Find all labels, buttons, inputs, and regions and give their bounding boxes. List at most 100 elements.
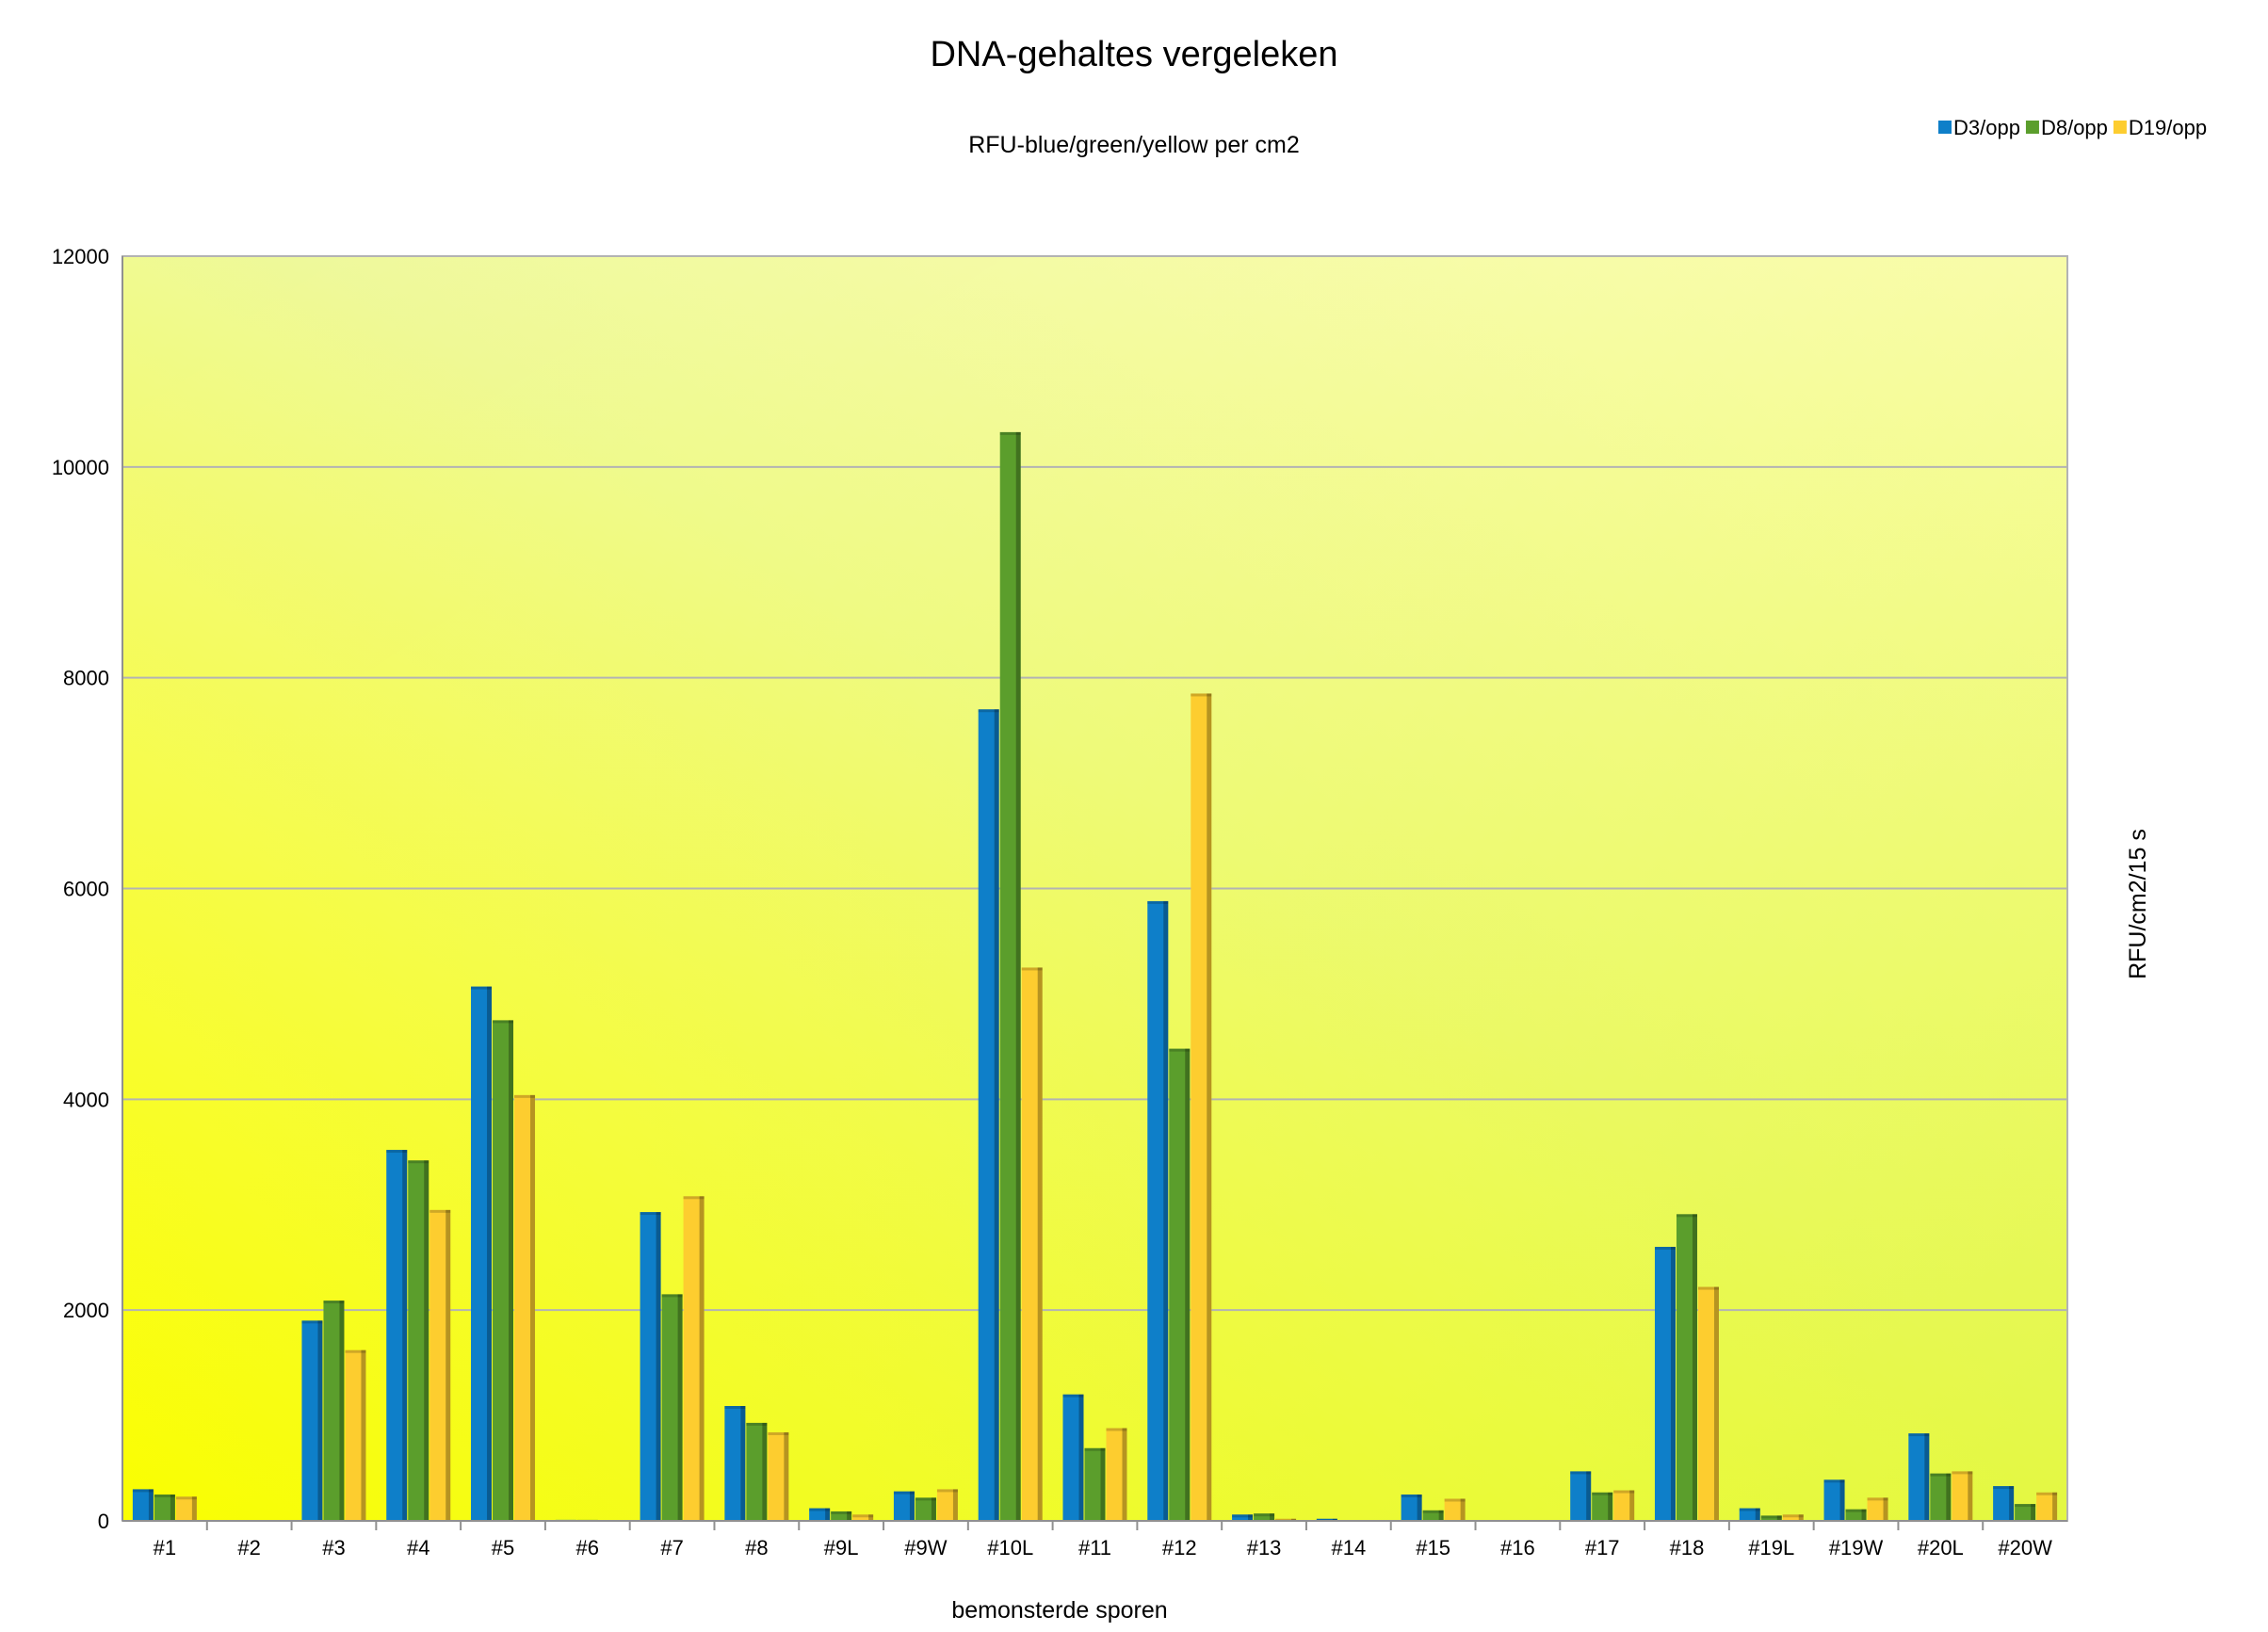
bar-shadow	[1417, 1495, 1422, 1521]
x-tick-label: #13	[1247, 1536, 1282, 1559]
bar-shadow	[424, 1160, 429, 1521]
bar	[1021, 967, 1043, 1521]
bar	[1676, 1214, 1697, 1521]
y-tick-label: 10000	[52, 456, 109, 479]
bar	[1062, 1394, 1084, 1521]
bar-top-edge	[408, 1160, 429, 1164]
bar-top-edge	[471, 986, 493, 990]
bar	[936, 1489, 958, 1521]
bar-top-edge	[1147, 900, 1169, 904]
x-axis-label: bemonsterde sporen	[951, 1597, 1167, 1624]
legend-swatch	[2113, 121, 2127, 134]
bar-top-edge	[768, 1431, 789, 1435]
bar-shadow	[1163, 900, 1169, 1521]
bar-top-edge	[1021, 967, 1043, 971]
x-tick-label: #6	[576, 1536, 599, 1559]
bar-shadow	[2009, 1486, 2015, 1521]
bar-top-edge	[1613, 1490, 1635, 1494]
bar-top-edge	[514, 1094, 536, 1098]
y-tick-label: 2000	[63, 1299, 109, 1322]
bar-top-edge	[1952, 1471, 1973, 1475]
legend-swatch	[2025, 121, 2039, 134]
bar	[2036, 1492, 2058, 1521]
x-tick-label: #15	[1416, 1536, 1450, 1559]
y-axis-label: RFU/cm2/15 s	[2125, 829, 2151, 979]
bar	[514, 1094, 536, 1521]
bar-shadow	[1207, 693, 1212, 1521]
bar	[999, 431, 1021, 1521]
bar-top-edge	[323, 1301, 345, 1304]
bar	[301, 1320, 323, 1521]
bar-top-edge	[1654, 1247, 1676, 1251]
bar-top-edge	[661, 1294, 683, 1298]
bar-shadow	[656, 1212, 661, 1521]
bar-top-edge	[746, 1422, 768, 1426]
bar	[1760, 1515, 1782, 1521]
bar-shadow	[1692, 1214, 1697, 1521]
bar-top-edge	[852, 1514, 874, 1518]
bar	[1106, 1428, 1127, 1521]
x-tick-label: #9L	[824, 1536, 859, 1559]
bar-shadow	[847, 1511, 852, 1521]
bar-top-edge	[1062, 1394, 1084, 1398]
bar-shadow	[1946, 1473, 1952, 1521]
bar	[852, 1514, 874, 1521]
bar-shadow	[931, 1497, 936, 1521]
bar	[1867, 1497, 1888, 1521]
bar-shadow	[1776, 1515, 1782, 1521]
bar	[724, 1406, 746, 1521]
bar	[471, 986, 493, 1521]
bar-top-edge	[175, 1496, 197, 1500]
bar-top-edge	[915, 1497, 936, 1501]
bar-top-edge	[2036, 1492, 2058, 1495]
bar-top-edge	[1169, 1048, 1191, 1052]
bar	[831, 1511, 852, 1521]
bar	[1316, 1518, 1337, 1521]
bar	[1782, 1514, 1804, 1521]
x-tick-label: #19W	[1829, 1536, 1884, 1559]
bar	[1592, 1492, 1613, 1521]
bar-shadow	[1185, 1048, 1191, 1521]
bar-top-edge	[154, 1495, 175, 1498]
bar	[978, 709, 999, 1521]
bar-shadow	[1586, 1471, 1592, 1521]
x-tick-label: #4	[407, 1536, 429, 1559]
axes	[122, 255, 2068, 1530]
bar-top-edge	[1191, 693, 1212, 697]
bar-shadow	[952, 1489, 958, 1521]
bar-shadow	[509, 1020, 514, 1521]
bar-top-edge	[493, 1020, 514, 1024]
x-tick-label: #12	[1162, 1536, 1197, 1559]
y-tick-labels: 0 2000 4000 6000 8000 10000 12000	[52, 245, 109, 1533]
bar-top-edge	[1697, 1286, 1719, 1290]
bar-shadow	[1755, 1508, 1760, 1521]
x-tick-label: #16	[1500, 1536, 1535, 1559]
bar-shadow	[191, 1496, 197, 1521]
bar-top-edge	[2015, 1504, 2036, 1508]
bar	[768, 1431, 789, 1521]
x-tick-label: #19L	[1748, 1536, 1794, 1559]
chart-subtitle: RFU-blue/green/yellow per cm2	[968, 132, 1300, 158]
x-tick-label: #17	[1585, 1536, 1620, 1559]
bar-shadow	[868, 1514, 874, 1521]
bar-shadow	[762, 1422, 768, 1521]
legend-label: D8/opp	[2041, 116, 2108, 139]
y-tick-label: 12000	[52, 245, 109, 268]
x-tick-label: #1	[154, 1536, 176, 1559]
bar	[1147, 900, 1169, 1521]
bar	[154, 1495, 175, 1521]
bar-top-edge	[1422, 1510, 1444, 1513]
bar	[1191, 693, 1212, 1521]
bar-shadow	[1968, 1471, 1973, 1521]
bar-shadow	[487, 986, 493, 1521]
bar-shadow	[1037, 967, 1043, 1521]
x-tick-label: #8	[745, 1536, 768, 1559]
bar-shadow	[2031, 1504, 2036, 1521]
bar	[386, 1150, 408, 1521]
bar-top-edge	[683, 1196, 705, 1200]
bar	[893, 1491, 915, 1521]
bar-top-edge	[1845, 1509, 1867, 1512]
bars	[132, 431, 2058, 1522]
bar-top-edge	[1106, 1428, 1127, 1431]
